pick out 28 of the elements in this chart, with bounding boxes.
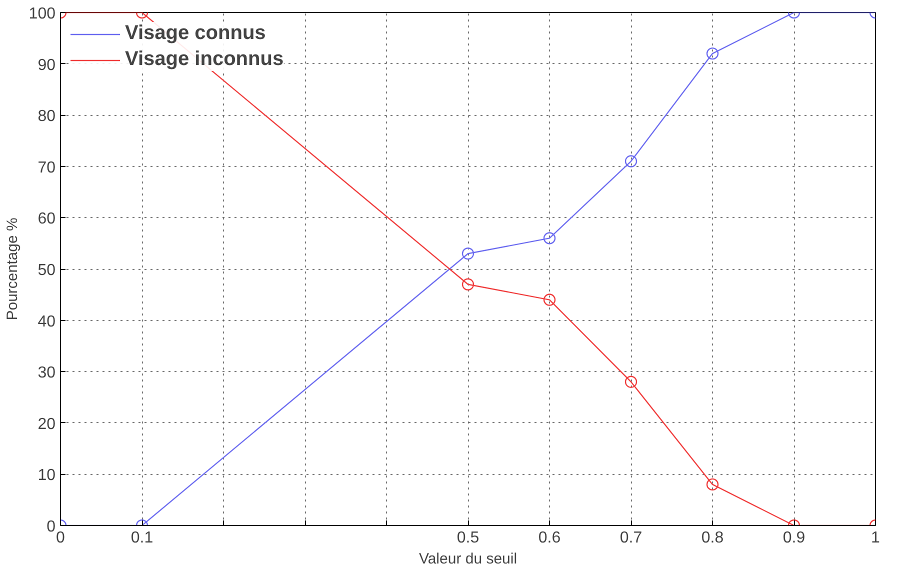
y-tick-label: 10 bbox=[38, 467, 56, 484]
x-tick-label: 0.9 bbox=[782, 530, 806, 546]
y-tick-label: 100 bbox=[28, 6, 56, 22]
y-tick-label: 30 bbox=[38, 364, 56, 382]
point bbox=[543, 294, 556, 306]
y-tick-label: 60 bbox=[38, 210, 56, 228]
y-tick-label: 40 bbox=[38, 313, 56, 330]
y-tick-label: 20 bbox=[38, 416, 56, 433]
point bbox=[624, 155, 638, 168]
y-axis-title: Pourcentage % bbox=[4, 218, 21, 320]
x-tick-label: 0.6 bbox=[538, 530, 561, 546]
y-tick-label: 70 bbox=[38, 159, 56, 176]
point bbox=[624, 376, 638, 388]
x-tick-label: 0.8 bbox=[701, 530, 724, 546]
y-tick-label: 0 bbox=[46, 518, 56, 536]
x-tick-label: 0.5 bbox=[456, 530, 480, 546]
x-tick-label: 0.7 bbox=[620, 530, 642, 546]
legend-label: Visage connus bbox=[125, 22, 266, 45]
y-tick-label: 90 bbox=[38, 56, 56, 74]
legend-label: Visage inconnus bbox=[125, 48, 284, 71]
point bbox=[543, 232, 556, 244]
point bbox=[462, 278, 474, 290]
y-tick-label: 80 bbox=[38, 108, 56, 126]
point bbox=[462, 248, 474, 260]
x-tick-label: 1 bbox=[871, 530, 880, 546]
y-tick-label: 50 bbox=[38, 262, 56, 279]
x-tick-label: 0.1 bbox=[130, 530, 154, 546]
x-axis-title: Valeur du seuil bbox=[418, 550, 518, 568]
